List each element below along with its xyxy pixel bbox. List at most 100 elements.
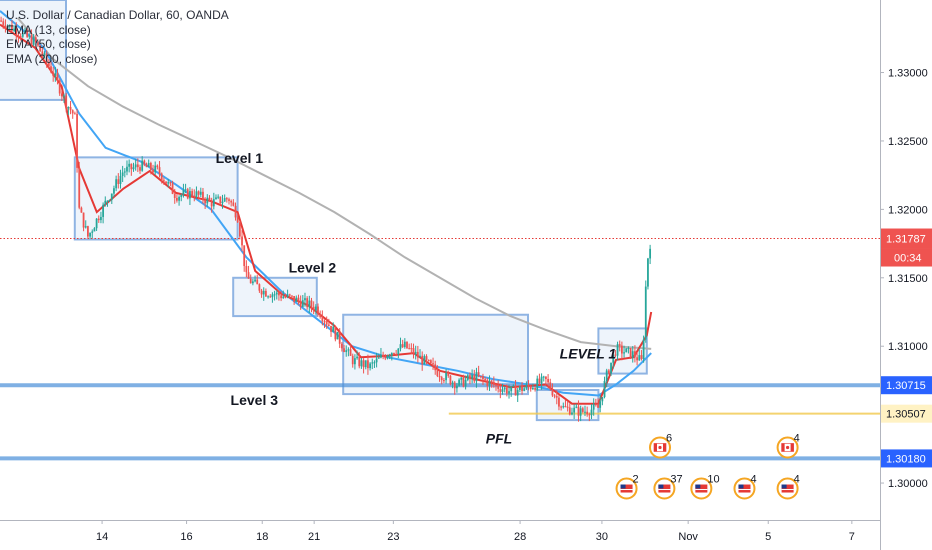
annotation-label: Level 3 bbox=[231, 392, 279, 408]
x-tick-label: 30 bbox=[596, 531, 608, 543]
candle-body bbox=[471, 374, 474, 379]
candle-body bbox=[128, 163, 131, 167]
candle-body bbox=[351, 355, 354, 365]
candle-body bbox=[466, 375, 469, 380]
candle-body bbox=[282, 296, 285, 299]
candle-body bbox=[286, 294, 289, 297]
candle-body bbox=[449, 375, 452, 385]
zone-box bbox=[73, 156, 239, 241]
y-tick-label: 1.32500 bbox=[888, 136, 928, 148]
candle-body bbox=[82, 212, 85, 228]
candle-body bbox=[69, 106, 72, 111]
level-tag-label: 1.30180 bbox=[886, 453, 926, 465]
candle-body bbox=[581, 408, 584, 412]
candle-body bbox=[219, 196, 222, 204]
flag-us-canton bbox=[695, 484, 701, 489]
candle-body bbox=[612, 354, 615, 363]
flag-ca-band-left bbox=[654, 443, 657, 452]
flag-ca-leaf bbox=[786, 445, 790, 450]
candle-body bbox=[28, 35, 31, 37]
candle-body bbox=[618, 344, 621, 346]
candle-body bbox=[323, 321, 326, 323]
event-badge-count: 4 bbox=[794, 432, 800, 444]
candle-body bbox=[453, 382, 456, 389]
candle-body bbox=[412, 348, 415, 355]
event-badge-count: 2 bbox=[633, 474, 639, 486]
candle-body bbox=[243, 245, 246, 267]
candle-body bbox=[193, 195, 196, 198]
flag-ca-band-right bbox=[790, 443, 794, 452]
candle-body bbox=[510, 386, 513, 392]
candle-body bbox=[117, 179, 120, 184]
grid-layer bbox=[0, 0, 880, 520]
candle-body bbox=[147, 163, 150, 168]
candle-body bbox=[262, 290, 265, 295]
candle-body bbox=[191, 191, 194, 196]
candle-body bbox=[390, 353, 393, 356]
x-tick-label: 28 bbox=[514, 531, 526, 543]
candle-body bbox=[308, 300, 311, 308]
candle-body bbox=[154, 165, 157, 173]
candle-body bbox=[501, 389, 504, 392]
candle-body bbox=[119, 175, 122, 184]
level-tag bbox=[881, 449, 932, 468]
candle-body bbox=[545, 376, 547, 380]
candle-body bbox=[605, 370, 608, 381]
candle-body bbox=[254, 279, 256, 282]
candle-body bbox=[178, 196, 180, 201]
candle-body bbox=[456, 385, 458, 389]
candle-body bbox=[568, 407, 571, 415]
candle-body bbox=[518, 386, 521, 390]
symbol-title[interactable]: U.S. Dollar / Canadian Dollar, 60, OANDA bbox=[6, 8, 229, 22]
candle-body bbox=[401, 344, 404, 348]
zone-layer bbox=[0, 0, 648, 422]
event-badge-count: 37 bbox=[670, 474, 682, 486]
candle-body bbox=[236, 217, 239, 223]
candle-body bbox=[531, 388, 534, 390]
candle-body bbox=[104, 200, 107, 205]
candle-body bbox=[436, 370, 439, 376]
candle-body bbox=[647, 258, 649, 287]
candle-body bbox=[152, 169, 154, 173]
candle-body bbox=[408, 348, 411, 350]
candle-body bbox=[403, 341, 406, 348]
candle-body bbox=[65, 95, 68, 109]
candle-body bbox=[6, 26, 9, 29]
indicator-ema200[interactable]: EMA (200, close) bbox=[6, 51, 98, 66]
candle-body bbox=[165, 181, 167, 184]
countdown-tag bbox=[881, 248, 932, 267]
candle-body bbox=[573, 407, 576, 413]
candle-body bbox=[204, 199, 207, 204]
candle-body bbox=[273, 294, 276, 296]
candle-body bbox=[299, 300, 302, 307]
candle-body bbox=[462, 377, 465, 387]
indicator-ema13[interactable]: EMA (13, close) bbox=[6, 22, 91, 37]
candle-body bbox=[395, 353, 398, 355]
level-tag-label: 1.30715 bbox=[886, 380, 926, 392]
candle-body bbox=[571, 412, 573, 415]
annotation-label: Level 1 bbox=[216, 150, 264, 166]
candle-body bbox=[479, 375, 482, 377]
candle-body bbox=[521, 386, 523, 391]
candle-body bbox=[553, 395, 556, 397]
candle-body bbox=[319, 314, 322, 318]
candle-body bbox=[269, 296, 272, 298]
y-tick-label: 1.31000 bbox=[888, 341, 928, 353]
indicator-ema50[interactable]: EMA (50, close) bbox=[6, 37, 91, 51]
candle-body bbox=[141, 160, 144, 171]
annotation-layer: Level 1 Level 2 Level 3 PFL LEVEL 1 bbox=[216, 150, 617, 447]
candle-body bbox=[37, 42, 39, 46]
candle-body bbox=[256, 279, 259, 285]
candle-body bbox=[143, 160, 146, 165]
zone-box bbox=[0, 0, 68, 101]
level-tag bbox=[881, 376, 932, 395]
y-tick-label: 1.32000 bbox=[888, 204, 928, 216]
candle-body bbox=[115, 179, 118, 189]
candle-body bbox=[558, 397, 560, 407]
candle-body bbox=[599, 401, 602, 408]
flag-us-icon bbox=[738, 484, 751, 493]
candle-body bbox=[87, 226, 89, 237]
candle-body bbox=[499, 388, 502, 392]
candle-body bbox=[136, 164, 139, 168]
